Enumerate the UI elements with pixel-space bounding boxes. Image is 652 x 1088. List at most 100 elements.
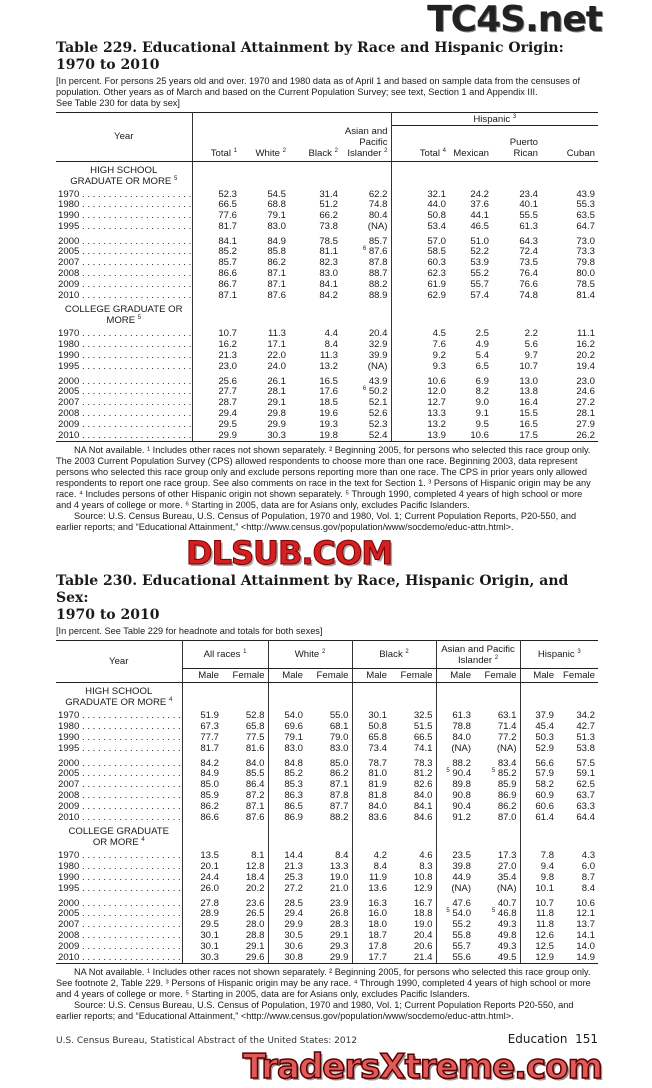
value-cell: 5.4 bbox=[475, 350, 489, 362]
value-cell: 84.2 bbox=[319, 289, 338, 301]
value-cell: 5 54.0 bbox=[446, 908, 472, 920]
value-cell: 60.3 bbox=[427, 257, 446, 269]
header-label: HIGH SCHOOL GRADUATE OR MORE bbox=[65, 686, 167, 709]
value-cell: 55.7 bbox=[470, 278, 489, 290]
value-cell: 78.5 bbox=[319, 235, 338, 247]
empty-cell bbox=[222, 682, 269, 712]
page-number: 151 bbox=[575, 1032, 598, 1047]
table-row: 2005 . . . . . . . . . . . . . . . . . .… bbox=[56, 908, 598, 921]
footnotes-text: NA Not available. ¹ Includes other races… bbox=[56, 967, 591, 1000]
value-cell: (NA) bbox=[474, 883, 521, 895]
header-label: Hispanic bbox=[473, 113, 511, 125]
sub-header-male: Male bbox=[268, 668, 306, 684]
value-cell: 19.8 bbox=[289, 430, 341, 443]
title-line: 1970 to 2010 bbox=[56, 607, 160, 624]
footnote-marker: 5 bbox=[491, 908, 496, 915]
column-header: Black 2 bbox=[289, 125, 341, 162]
sub-header-female: Female bbox=[306, 668, 353, 684]
value-cell: 87.0 bbox=[474, 812, 521, 824]
value-cell: 53.8 bbox=[576, 742, 596, 754]
value-cell: 55.2 bbox=[452, 919, 472, 931]
year-cell: 2008 . . . . . . . . . . . . . . . . . .… bbox=[56, 409, 193, 420]
empty-cell bbox=[436, 683, 474, 712]
value-cell: 37.9 bbox=[535, 710, 555, 722]
value-cell: 73.8 bbox=[319, 220, 338, 232]
sub-header-female: Female bbox=[390, 668, 437, 684]
table-row: 1995 . . . . . . . . . . . . . . . . . .… bbox=[56, 361, 598, 373]
value-cell: 17.1 bbox=[267, 339, 286, 351]
empty-cell bbox=[390, 682, 437, 712]
value-cell: 11.3 bbox=[320, 350, 338, 362]
value-cell: 81.6 bbox=[222, 743, 269, 755]
header-row: Year All races 1 White 2 Black 2 Asian and P… bbox=[56, 640, 599, 684]
source-text: Source: U.S. Census Bureau, U.S. Census … bbox=[56, 511, 577, 533]
value-cell: 4.9 bbox=[475, 339, 489, 351]
value-cell: 85.2 bbox=[218, 246, 237, 258]
year-cell: 2007 . . . . . . . . . . . . . . . . . .… bbox=[56, 920, 183, 931]
year-cell: 1990 . . . . . . . . . . . . . . . . . .… bbox=[56, 873, 183, 884]
empty-cell bbox=[391, 301, 449, 329]
value-cell: 55.5 bbox=[519, 210, 538, 222]
table-row: 2010 . . . . . . . . . . . . . . . . . .… bbox=[56, 811, 598, 824]
value-cell: 8.4 bbox=[373, 861, 388, 873]
value-cell: 29.9 bbox=[267, 418, 286, 430]
table-row: 2008 . . . . . . . . . . . . . . . . . .… bbox=[56, 790, 598, 802]
section-header-row: COLLEGE GRADUATE OR MORE 4 bbox=[56, 823, 598, 852]
year-cell: 2007 . . . . . . . . . . . . . . . . . .… bbox=[56, 258, 193, 270]
value-cell: 35.4 bbox=[474, 872, 521, 884]
header-label: Asian and Pacific Islander bbox=[441, 643, 515, 666]
empty-cell bbox=[436, 823, 474, 851]
empty-cell bbox=[222, 823, 269, 852]
value-cell: 87.1 bbox=[267, 268, 286, 280]
value-cell: 13.7 bbox=[576, 919, 596, 931]
header-label: COLLEGE GRADUATE OR MORE bbox=[64, 304, 183, 327]
value-cell: 8.4 bbox=[324, 339, 338, 351]
value-cell: 26.0 bbox=[200, 882, 219, 894]
value-cell: 27.2 bbox=[284, 882, 303, 894]
value-cell: (NA) bbox=[451, 882, 472, 894]
value-cell: 10.7 bbox=[218, 328, 237, 340]
value-cell: 74.8 bbox=[519, 289, 538, 301]
value-cell: 45.4 bbox=[535, 721, 555, 733]
value-cell: 17.7 bbox=[352, 952, 391, 965]
empty-cell bbox=[449, 301, 492, 329]
value-cell: 50.8 bbox=[368, 721, 388, 733]
table-229: Year Hispanic 3 Total 1 White 2 Black 2 Asian… bbox=[56, 112, 598, 443]
sub-header-male: Male bbox=[352, 668, 391, 684]
value-cell: 6.0 bbox=[581, 861, 596, 873]
year-cell: 2005 . . . . . . . . . . . . . . . . . .… bbox=[56, 387, 193, 399]
footnote-marker: 2 bbox=[405, 649, 409, 656]
watermark-row-top: TC4S.net bbox=[56, 0, 603, 40]
table-row: 1970 . . . . . . . . . . . . . . . . . .… bbox=[56, 328, 598, 341]
value-cell: 86.2 bbox=[200, 800, 219, 812]
value-cell: 86.3 bbox=[284, 790, 303, 802]
section-header-row: COLLEGE GRADUATE OR MORE 5 bbox=[56, 301, 598, 330]
footnote-marker: 3 bbox=[577, 649, 581, 656]
table-row: 2010 . . . . . . . . . . . . . . . . . .… bbox=[56, 952, 599, 965]
value-cell: 52.9 bbox=[535, 742, 555, 754]
watermark-row-middle: DLSUB.COM bbox=[56, 533, 598, 573]
value-cell: 28.3 bbox=[306, 919, 353, 931]
header-label: All races bbox=[203, 649, 241, 661]
empty-cell bbox=[492, 161, 541, 190]
empty-cell bbox=[341, 301, 392, 330]
footnote-marker: 5 bbox=[491, 768, 496, 775]
value-cell: 44.0 bbox=[427, 199, 446, 211]
value-cell: 63.5 bbox=[576, 210, 595, 222]
value-cell: 91.2 bbox=[452, 811, 472, 823]
footnote-marker: 2 bbox=[321, 649, 326, 656]
value-cell: 16.2 bbox=[576, 339, 595, 351]
watermark-logo-bottom: TradersXtreme.com bbox=[242, 1047, 604, 1088]
year-cell: 2009 . . . . . . . . . . . . . . . . . .… bbox=[56, 279, 193, 291]
value-cell: 81.7 bbox=[218, 220, 237, 232]
section-header-row: HIGH SCHOOL GRADUATE OR MORE 4 bbox=[56, 682, 598, 712]
section-label: HIGH SCHOOL GRADUATE OR MORE 5 bbox=[56, 161, 193, 190]
value-cell: 27.2 bbox=[576, 397, 595, 409]
value-cell: 68.1 bbox=[306, 721, 353, 734]
section-label: HIGH SCHOOL GRADUATE OR MORE 4 bbox=[56, 682, 183, 712]
value-cell: 85.8 bbox=[267, 246, 286, 258]
empty-cell bbox=[289, 301, 341, 329]
value-cell: 26.2 bbox=[541, 430, 598, 443]
value-cell: 31.4 bbox=[319, 188, 338, 200]
